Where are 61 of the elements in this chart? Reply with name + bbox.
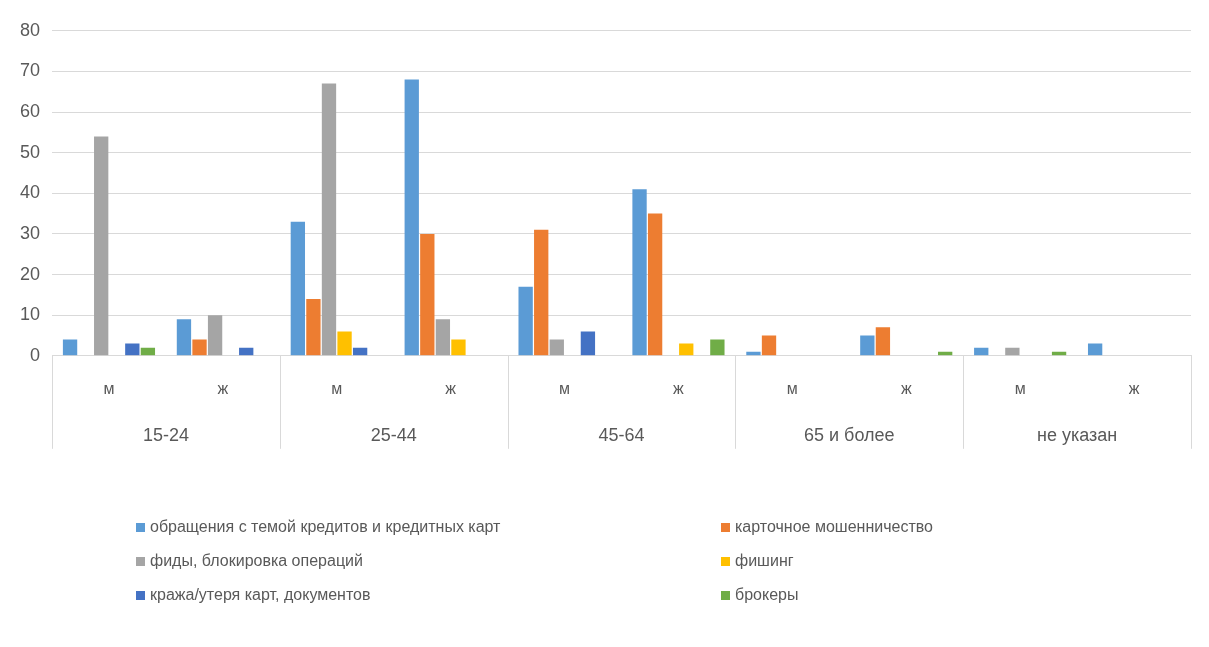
x-tick-label: м [559, 379, 571, 397]
legend-label: кража/утеря карт, документов [150, 586, 371, 604]
y-tick-label: 70 [19, 60, 41, 81]
bar [1087, 343, 1103, 356]
legend-label: фиды, блокировка операций [150, 552, 363, 570]
bar [192, 339, 207, 356]
bar [974, 347, 989, 356]
y-tick-label: 0 [30, 344, 41, 365]
x-tick-label: м [786, 379, 798, 397]
bar [647, 213, 663, 356]
bar [710, 339, 725, 356]
text: 15-24 [142, 424, 189, 445]
bar [580, 331, 596, 356]
text: 65 и более [804, 424, 895, 445]
bar [125, 343, 140, 356]
bar [62, 339, 78, 356]
text: 45-64 [598, 424, 645, 445]
bar [352, 347, 368, 356]
x-tick-label: м [1014, 379, 1026, 397]
bar [679, 343, 694, 356]
legend-label: брокеры [735, 586, 799, 604]
x-tick-label: ж [445, 379, 457, 397]
bar [176, 319, 192, 356]
bar [860, 335, 875, 356]
bar [207, 315, 223, 356]
y-tick-label: 50 [19, 141, 41, 162]
bar [435, 319, 451, 356]
bar [451, 339, 466, 356]
bar [306, 298, 321, 356]
bar [239, 347, 254, 356]
text: 25-44 [370, 424, 417, 445]
bar [549, 339, 564, 356]
x-tick-label: ж [673, 379, 685, 397]
y-tick-label: 40 [19, 182, 41, 203]
x-tick-label: ж [1128, 379, 1140, 397]
y-tick-label: 10 [19, 304, 41, 325]
x-tick-label: ж [900, 379, 912, 397]
bar [404, 79, 419, 356]
bar [321, 83, 337, 356]
text: не указан [1036, 424, 1118, 445]
bar [518, 286, 533, 356]
bar [420, 233, 435, 356]
y-tick-label: 60 [19, 101, 41, 122]
y-tick-label: 30 [19, 222, 41, 243]
x-tick-label: м [103, 379, 115, 397]
bar [94, 136, 109, 356]
legend-label: обращения с темой кредитов и кредитных карт [150, 518, 501, 536]
bar [140, 347, 156, 356]
y-tick-label: 20 [19, 263, 41, 284]
bar [632, 189, 647, 356]
bar [290, 221, 306, 356]
legend-label: фишинг [735, 552, 794, 570]
x-tick-label: ж [217, 379, 229, 397]
bar [761, 335, 777, 356]
x-tick-label: м [331, 379, 343, 397]
y-tick-label: 80 [19, 19, 41, 40]
bar [337, 331, 352, 356]
bar [875, 327, 891, 356]
legend-label: карточное мошенничество [735, 518, 933, 536]
bar [534, 229, 549, 356]
bar [1005, 347, 1020, 356]
